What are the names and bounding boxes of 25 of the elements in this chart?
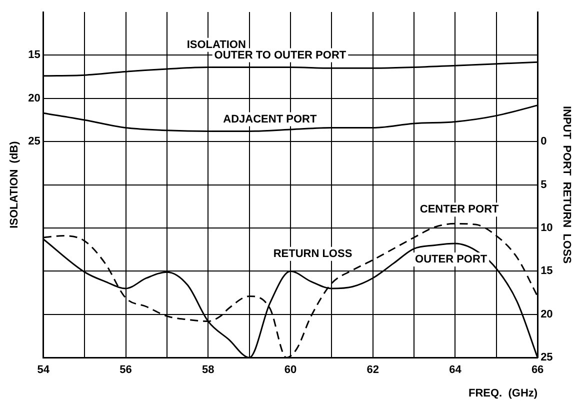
- series-label: ADJACENT PORT: [223, 113, 317, 126]
- x-tick-label: 54: [37, 364, 50, 376]
- x-axis-title: FREQ. (GHz): [468, 387, 538, 400]
- y2-axis-title: INPUT PORT RETURN LOSS: [560, 106, 572, 264]
- y2-tick-label: 15: [540, 265, 553, 278]
- x-tick-label: 56: [120, 364, 132, 376]
- y2-tick-label: 10: [540, 222, 553, 234]
- y-tick-label: 25: [28, 136, 40, 148]
- y-tick-label: 15: [28, 49, 40, 62]
- y2-tick-label: 20: [540, 308, 553, 320]
- x-tick-label: 64: [449, 364, 462, 376]
- annotation: RETURN LOSS: [273, 248, 352, 260]
- y-tick-label: 20: [28, 92, 40, 104]
- x-tick-label: 66: [531, 364, 544, 376]
- annotation: ISOLATION: [186, 38, 246, 51]
- x-tick-label: 58: [202, 364, 214, 376]
- series-label: CENTER PORT: [420, 204, 500, 216]
- y2-tick-label: 5: [540, 178, 547, 191]
- series-label: OUTER TO OUTER PORT: [214, 49, 346, 62]
- y-axis-title: ISOLATION (dB): [8, 140, 21, 228]
- y2-tick-label: 0: [540, 136, 547, 148]
- series-label: OUTER PORT: [415, 254, 488, 266]
- y2-tick-label: 25: [540, 352, 553, 364]
- x-tick-label: 60: [284, 364, 297, 376]
- x-tick-label: 62: [366, 364, 379, 376]
